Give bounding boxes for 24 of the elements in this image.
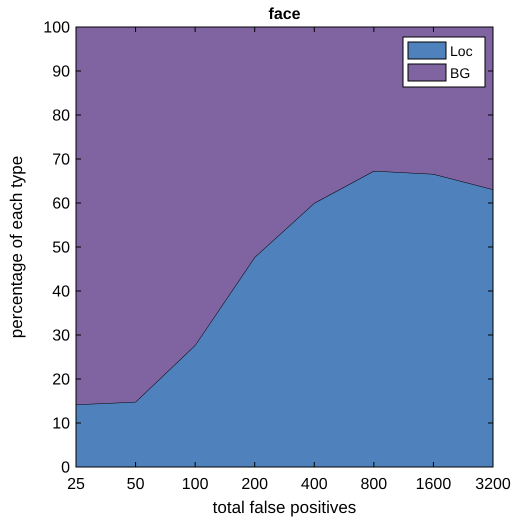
y-tick-label: 60 — [52, 196, 70, 213]
y-tick-label: 90 — [52, 64, 70, 81]
x-tick-label: 50 — [126, 476, 145, 493]
y-tick-label: 40 — [52, 284, 70, 301]
x-axis-title: total false positives — [212, 498, 356, 517]
legend-label: Loc — [450, 42, 473, 59]
y-tick-label: 100 — [43, 20, 70, 37]
x-tick-label: 25 — [67, 476, 85, 493]
x-tick-label: 800 — [360, 476, 388, 493]
y-tick-label: 20 — [52, 372, 70, 389]
x-tick-label: 400 — [300, 476, 328, 493]
x-tick-label: 200 — [241, 476, 268, 493]
y-tick-label: 70 — [52, 152, 70, 169]
y-tick-label: 0 — [61, 460, 70, 477]
x-tick-label: 3200 — [475, 476, 511, 493]
chart-title: face — [268, 6, 301, 23]
legend-label: BG — [450, 64, 470, 81]
x-tick-label: 1600 — [416, 476, 452, 493]
y-tick-label: 80 — [52, 108, 70, 125]
y-tick-label: 30 — [52, 328, 70, 345]
x-tick-label: 100 — [182, 476, 209, 493]
y-tick-label: 10 — [52, 416, 70, 433]
y-tick-label: 50 — [52, 240, 70, 257]
y-axis-title: percentage of each type — [7, 156, 26, 338]
